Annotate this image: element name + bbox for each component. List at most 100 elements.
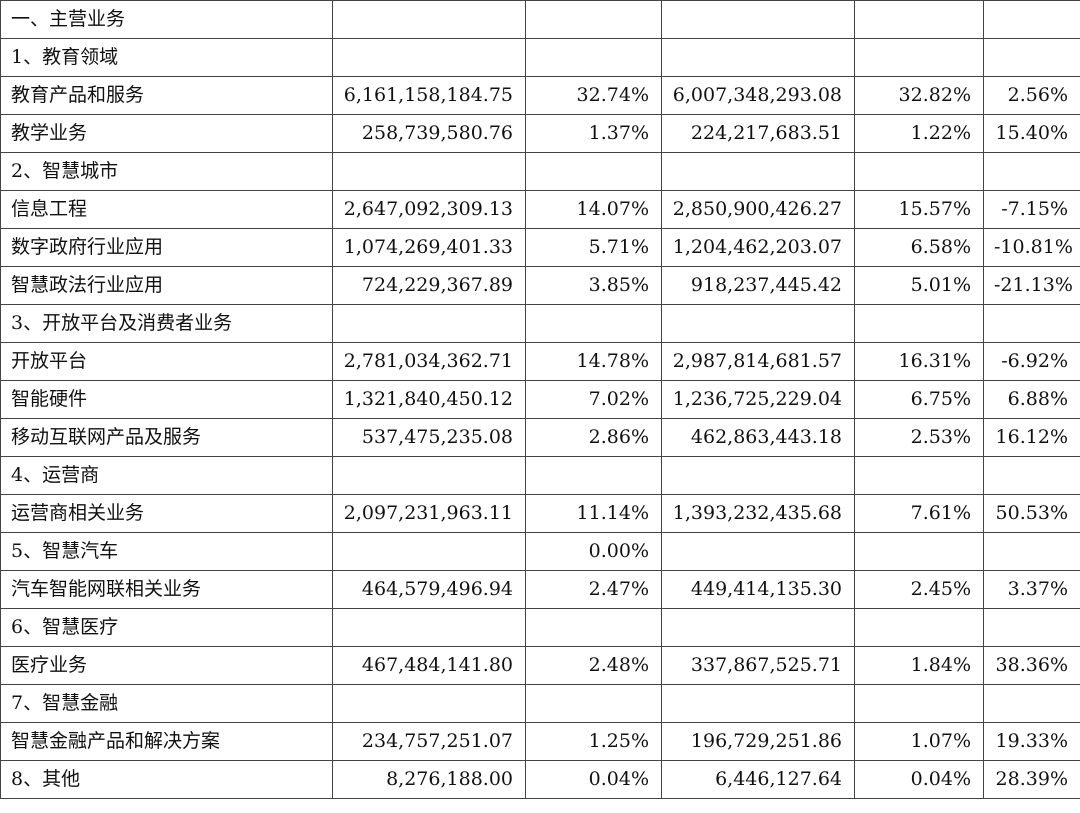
current-amount-cell: 2,647,092,309.13	[332, 190, 526, 229]
table-row: 5、智慧汽车 0.00%	[0, 532, 1080, 571]
table-row: 一、主营业务	[0, 0, 1080, 39]
current-share-cell: 7.02%	[525, 380, 662, 419]
yoy-change-cell: 19.33%	[983, 722, 1080, 761]
row-label-cell: 3、开放平台及消费者业务	[0, 304, 333, 343]
yoy-change-cell: -7.15%	[983, 190, 1080, 229]
prior-share-cell: 15.57%	[854, 190, 984, 229]
table-row: 2、智慧城市	[0, 152, 1080, 191]
row-label-cell: 2、智慧城市	[0, 152, 333, 191]
current-share-cell	[525, 0, 662, 39]
row-label-cell: 8、其他	[0, 760, 333, 799]
prior-amount-cell: 224,217,683.51	[661, 114, 855, 153]
current-amount-cell: 464,579,496.94	[332, 570, 526, 609]
current-amount-cell: 234,757,251.07	[332, 722, 526, 761]
yoy-change-cell: 50.53%	[983, 494, 1080, 533]
current-amount-cell	[332, 608, 526, 647]
current-amount-cell: 2,781,034,362.71	[332, 342, 526, 381]
table-row: 数字政府行业应用 1,074,269,401.33 5.71% 1,204,462,2…	[0, 228, 1080, 267]
prior-amount-cell	[661, 456, 855, 495]
current-share-cell	[525, 608, 662, 647]
prior-amount-cell: 196,729,251.86	[661, 722, 855, 761]
prior-share-cell: 6.75%	[854, 380, 984, 419]
current-share-cell	[525, 684, 662, 723]
prior-amount-cell	[661, 684, 855, 723]
table-row: 汽车智能网联相关业务 464,579,496.94 2.47% 449,414,135…	[0, 570, 1080, 609]
row-label-cell: 教育产品和服务	[0, 76, 333, 115]
current-amount-cell	[332, 152, 526, 191]
current-share-cell: 1.25%	[525, 722, 662, 761]
row-label-cell: 数字政府行业应用	[0, 228, 333, 267]
current-share-cell: 3.85%	[525, 266, 662, 305]
table-row: 教学业务 258,739,580.76 1.37% 224,217,683.51 1.2…	[0, 114, 1080, 153]
prior-amount-cell: 337,867,525.71	[661, 646, 855, 685]
prior-share-cell: 0.04%	[854, 760, 984, 799]
row-label-cell: 5、智慧汽车	[0, 532, 333, 571]
current-amount-cell: 258,739,580.76	[332, 114, 526, 153]
row-label-cell: 教学业务	[0, 114, 333, 153]
row-label-cell: 医疗业务	[0, 646, 333, 685]
prior-share-cell: 7.61%	[854, 494, 984, 533]
prior-share-cell	[854, 608, 984, 647]
row-label-cell: 移动互联网产品及服务	[0, 418, 333, 457]
row-label-cell: 6、智慧医疗	[0, 608, 333, 647]
current-share-cell: 32.74%	[525, 76, 662, 115]
prior-share-cell	[854, 38, 984, 77]
yoy-change-cell: 3.37%	[983, 570, 1080, 609]
table-row: 6、智慧医疗	[0, 608, 1080, 647]
table-row: 1、教育领域	[0, 38, 1080, 77]
row-label-cell: 7、智慧金融	[0, 684, 333, 723]
prior-share-cell: 2.45%	[854, 570, 984, 609]
table-row: 4、运营商	[0, 456, 1080, 495]
row-label-cell: 4、运营商	[0, 456, 333, 495]
prior-amount-cell: 6,446,127.64	[661, 760, 855, 799]
prior-share-cell: 1.07%	[854, 722, 984, 761]
table-row: 智慧金融产品和解决方案 234,757,251.07 1.25% 196,729,25…	[0, 722, 1080, 761]
table-row: 8、其他 8,276,188.00 0.04% 6,446,127.64 0.04% 28…	[0, 760, 1080, 799]
current-amount-cell	[332, 304, 526, 343]
current-amount-cell	[332, 0, 526, 39]
yoy-change-cell: -21.13%	[983, 266, 1080, 305]
current-share-cell: 14.07%	[525, 190, 662, 229]
prior-amount-cell: 449,414,135.30	[661, 570, 855, 609]
prior-amount-cell: 2,987,814,681.57	[661, 342, 855, 381]
table-row: 移动互联网产品及服务 537,475,235.08 2.86% 462,863,443…	[0, 418, 1080, 457]
prior-share-cell: 1.84%	[854, 646, 984, 685]
current-share-cell: 5.71%	[525, 228, 662, 267]
current-amount-cell: 1,074,269,401.33	[332, 228, 526, 267]
current-share-cell: 2.47%	[525, 570, 662, 609]
table-row: 智慧政法行业应用 724,229,367.89 3.85% 918,237,445.4…	[0, 266, 1080, 305]
table-row: 医疗业务 467,484,141.80 2.48% 337,867,525.71 1.8…	[0, 646, 1080, 685]
yoy-change-cell: 38.36%	[983, 646, 1080, 685]
prior-amount-cell	[661, 0, 855, 39]
prior-share-cell: 5.01%	[854, 266, 984, 305]
yoy-change-cell: 28.39%	[983, 760, 1080, 799]
current-amount-cell	[332, 456, 526, 495]
yoy-change-cell: -10.81%	[983, 228, 1080, 267]
current-amount-cell: 6,161,158,184.75	[332, 76, 526, 115]
current-share-cell: 0.00%	[525, 532, 662, 571]
prior-amount-cell	[661, 152, 855, 191]
prior-share-cell	[854, 532, 984, 571]
table-row: 信息工程 2,647,092,309.13 14.07% 2,850,900,426.…	[0, 190, 1080, 229]
prior-share-cell: 1.22%	[854, 114, 984, 153]
prior-share-cell	[854, 304, 984, 343]
current-share-cell: 14.78%	[525, 342, 662, 381]
row-label-cell: 智慧金融产品和解决方案	[0, 722, 333, 761]
row-label-cell: 开放平台	[0, 342, 333, 381]
yoy-change-cell	[983, 684, 1080, 723]
prior-amount-cell: 2,850,900,426.27	[661, 190, 855, 229]
row-label-cell: 信息工程	[0, 190, 333, 229]
current-share-cell	[525, 456, 662, 495]
row-label-cell: 智能硬件	[0, 380, 333, 419]
current-share-cell	[525, 152, 662, 191]
prior-share-cell: 6.58%	[854, 228, 984, 267]
prior-amount-cell	[661, 304, 855, 343]
current-amount-cell: 537,475,235.08	[332, 418, 526, 457]
yoy-change-cell	[983, 152, 1080, 191]
current-amount-cell: 8,276,188.00	[332, 760, 526, 799]
yoy-change-cell	[983, 608, 1080, 647]
prior-amount-cell: 6,007,348,293.08	[661, 76, 855, 115]
prior-amount-cell: 1,204,462,203.07	[661, 228, 855, 267]
prior-share-cell	[854, 152, 984, 191]
